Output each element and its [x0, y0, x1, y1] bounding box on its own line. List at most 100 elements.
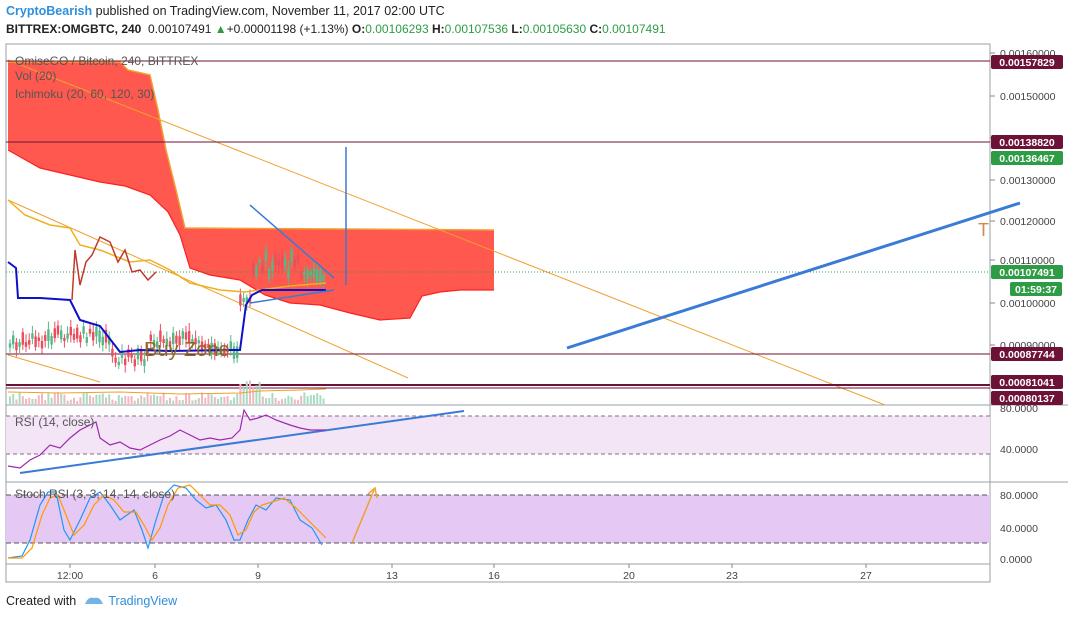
tradingview-link[interactable]: TradingView — [108, 594, 178, 608]
candle-body — [95, 326, 98, 337]
volume-bar — [261, 396, 264, 404]
price-badge — [991, 135, 1063, 149]
channel-upper-line — [7, 59, 886, 406]
volume-bar — [210, 394, 213, 404]
volume-bar — [63, 394, 66, 404]
candle-body — [152, 340, 156, 346]
time-tick-label: 16 — [488, 570, 500, 582]
volume-bar — [143, 397, 146, 404]
volume-bar — [178, 400, 181, 404]
candle-body — [210, 342, 213, 355]
volume-bar — [185, 393, 187, 404]
legend-rsi[interactable]: RSI (14, close) — [15, 415, 94, 429]
candle-body — [293, 260, 296, 267]
legend-vol[interactable]: Vol (20) — [15, 69, 56, 83]
stoch-band — [6, 495, 990, 543]
volume-bar — [98, 394, 101, 404]
volume-bar — [111, 399, 114, 404]
volume-bar — [322, 398, 325, 404]
price-badge — [991, 265, 1063, 279]
volume-bar — [293, 399, 296, 404]
price-badge-label: 0.00107491 — [999, 267, 1055, 279]
candle-body — [44, 335, 47, 341]
open-value: 0.00106293 — [365, 22, 429, 36]
author-link[interactable]: CryptoBearish — [6, 4, 93, 18]
volume-bars — [9, 380, 325, 404]
candle-body — [178, 336, 181, 346]
price-badge — [991, 55, 1063, 69]
candle-body — [232, 346, 236, 359]
volume-bar — [287, 395, 290, 404]
candle-body — [220, 348, 223, 354]
volume-bar — [252, 386, 255, 404]
volume-bar — [146, 392, 149, 404]
stoch-axis[interactable]: 80.0000 40.0000 0.0000 — [1000, 490, 1038, 566]
candle-body — [258, 259, 261, 264]
candle-body — [274, 255, 277, 265]
candle-body — [229, 341, 232, 349]
candle-body — [12, 335, 15, 345]
volume-bar — [57, 392, 59, 404]
volume-bar — [217, 398, 219, 404]
stoch-tick-label: 0.0000 — [1000, 554, 1032, 566]
price-badge — [991, 151, 1063, 165]
time-tick-label: 12:00 — [57, 570, 83, 582]
volume-bar — [50, 397, 53, 404]
candle-body — [98, 330, 101, 343]
footer: Created with TradingView — [6, 594, 177, 608]
legend-ichimoku[interactable]: Ichimoku (20, 60, 120, 30) — [15, 87, 154, 101]
price-badge — [991, 375, 1063, 389]
volume-bar — [274, 397, 277, 404]
price-badge-label: 01:59:37 — [1015, 284, 1057, 296]
volume-bar — [28, 397, 31, 404]
volume-bar — [149, 395, 152, 404]
candle-body — [120, 351, 124, 358]
high-value: 0.00107536 — [444, 22, 509, 36]
candle-body — [309, 271, 312, 276]
candle-body — [111, 348, 114, 357]
volume-bar — [236, 393, 239, 404]
price-badge — [1010, 282, 1062, 296]
time-axis[interactable]: 12:00 6 9 13 16 20 23 27 — [57, 564, 872, 582]
volume-bar — [306, 396, 309, 404]
volume-bar — [41, 393, 43, 404]
candle-body — [156, 341, 159, 348]
candle-body — [114, 357, 117, 363]
volume-bar — [133, 400, 136, 404]
price-badge — [991, 347, 1063, 361]
candle-body — [268, 269, 271, 280]
volume-bar — [213, 397, 216, 404]
candle-body — [21, 332, 24, 345]
candle-body — [24, 342, 28, 347]
candle-body — [124, 358, 127, 366]
volume-bar — [165, 400, 168, 404]
candle-body — [213, 343, 216, 355]
high-label: H: — [431, 22, 445, 36]
legend-symbol[interactable]: OmiseGO / Bitcoin, 240, BITTREX — [15, 54, 198, 68]
volume-bar — [284, 398, 287, 404]
volume-bar — [201, 392, 203, 404]
volume-bar — [140, 395, 143, 404]
candle-body — [159, 330, 162, 342]
volume-bar — [89, 395, 91, 404]
volume-bar — [130, 396, 133, 404]
candle-body — [104, 329, 108, 343]
volume-bar — [258, 381, 261, 404]
rsi-axis[interactable]: 80.0000 40.0000 — [1000, 403, 1038, 456]
volume-bar — [242, 386, 245, 404]
volume-bar — [60, 393, 63, 404]
legend-stoch[interactable]: Stoch RSI (3, 3, 14, 14, close) — [15, 487, 175, 501]
volume-bar — [34, 398, 37, 404]
volume-bar — [101, 393, 104, 404]
candle-body — [207, 343, 210, 348]
candle-body — [184, 332, 188, 340]
candle-body — [133, 359, 136, 367]
symbol-label[interactable]: BITTREX:OMGBTC, 240 — [6, 22, 142, 36]
price-axis[interactable]: 0.001600000.001500000.001400000.00130000… — [990, 48, 1056, 352]
volume-bar — [153, 394, 155, 404]
volume-bar — [309, 395, 312, 404]
edge-letter: T — [978, 220, 989, 240]
volume-bar — [66, 400, 69, 404]
volume-bar — [220, 396, 223, 404]
